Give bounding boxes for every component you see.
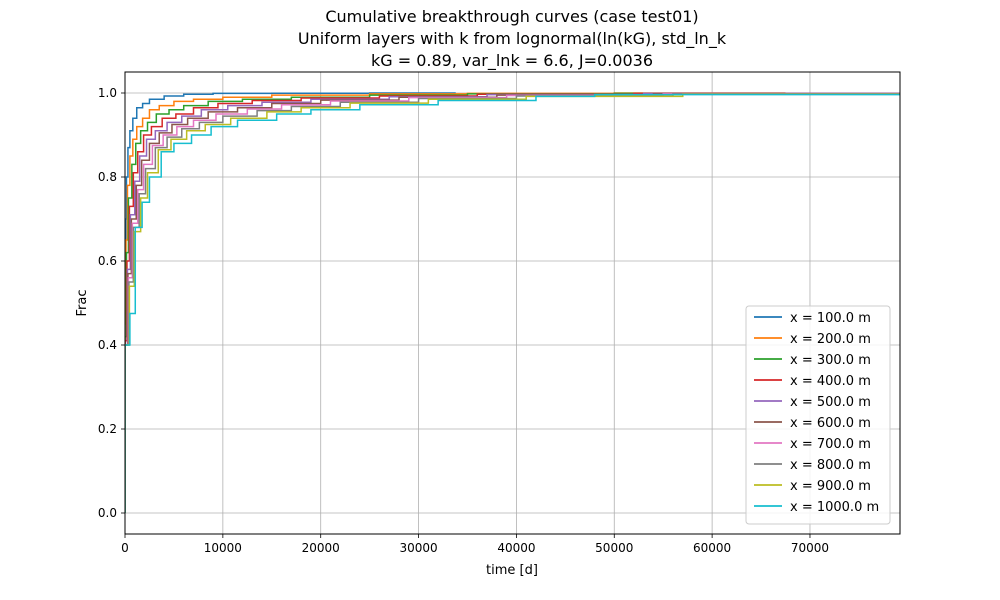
x-axis-label: time [d] [486, 563, 538, 578]
y-tick-label: 1.0 [98, 86, 117, 100]
y-tick-label: 0.2 [98, 422, 117, 436]
series-line-10 [125, 93, 900, 513]
chart-title-line-3: kG = 0.89, var_lnk = 6.6, J=0.0036 [371, 51, 653, 71]
series-line-3 [125, 92, 900, 513]
legend-label: x = 400.0 m [790, 374, 871, 389]
x-tick-label: 10000 [204, 541, 242, 555]
legend: x = 100.0 m x = 200.0 m x = 300.0 m x = 400… [745, 305, 891, 525]
chart-title-line-2: Uniform layers with k from lognormal(ln(… [298, 29, 727, 49]
series-line-4 [125, 92, 900, 513]
legend-label: x = 1000.0 m [790, 500, 879, 515]
series-line-6 [125, 93, 900, 513]
y-tick-label: 0.4 [98, 338, 117, 352]
series-line-9 [125, 93, 900, 513]
series-line-5 [125, 92, 900, 513]
series-line-7 [125, 93, 900, 513]
legend-label: x = 700.0 m [790, 437, 871, 452]
y-axis: 0.0 0.2 0.4 0.6 0.8 1.0 [98, 86, 125, 520]
legend-label: x = 600.0 m [790, 416, 871, 431]
x-tick-label: 70000 [791, 541, 829, 555]
x-axis: 0 10000 20000 30000 40000 50000 60000 70000 [121, 534, 829, 555]
x-tick-label: 20000 [302, 541, 340, 555]
axes-frame [124, 71, 901, 535]
legend-label: x = 800.0 m [790, 458, 871, 473]
chart-title-line-1: Cumulative breakthrough curves (case tes… [325, 7, 698, 26]
legend-label: x = 900.0 m [790, 479, 871, 494]
legend-box [745, 305, 891, 525]
y-tick-label: 0.0 [98, 506, 117, 520]
legend-label: x = 100.0 m [790, 311, 871, 326]
y-tick-label: 0.8 [98, 170, 117, 184]
y-tick-label: 0.6 [98, 254, 117, 268]
series-line-2 [125, 92, 786, 513]
x-tick-label: 50000 [595, 541, 633, 555]
chart-title: Cumulative breakthrough curves (case tes… [298, 7, 727, 71]
legend-label: x = 500.0 m [790, 395, 871, 410]
y-axis-label: Frac [75, 290, 90, 317]
x-tick-label: 60000 [693, 541, 731, 555]
series-line-1 [125, 92, 456, 513]
legend-label: x = 300.0 m [790, 353, 871, 368]
plot-area [125, 92, 900, 513]
x-tick-label: 0 [121, 541, 129, 555]
x-tick-label: 40000 [497, 541, 535, 555]
x-tick-label: 30000 [399, 541, 437, 555]
legend-label: x = 200.0 m [790, 332, 871, 347]
